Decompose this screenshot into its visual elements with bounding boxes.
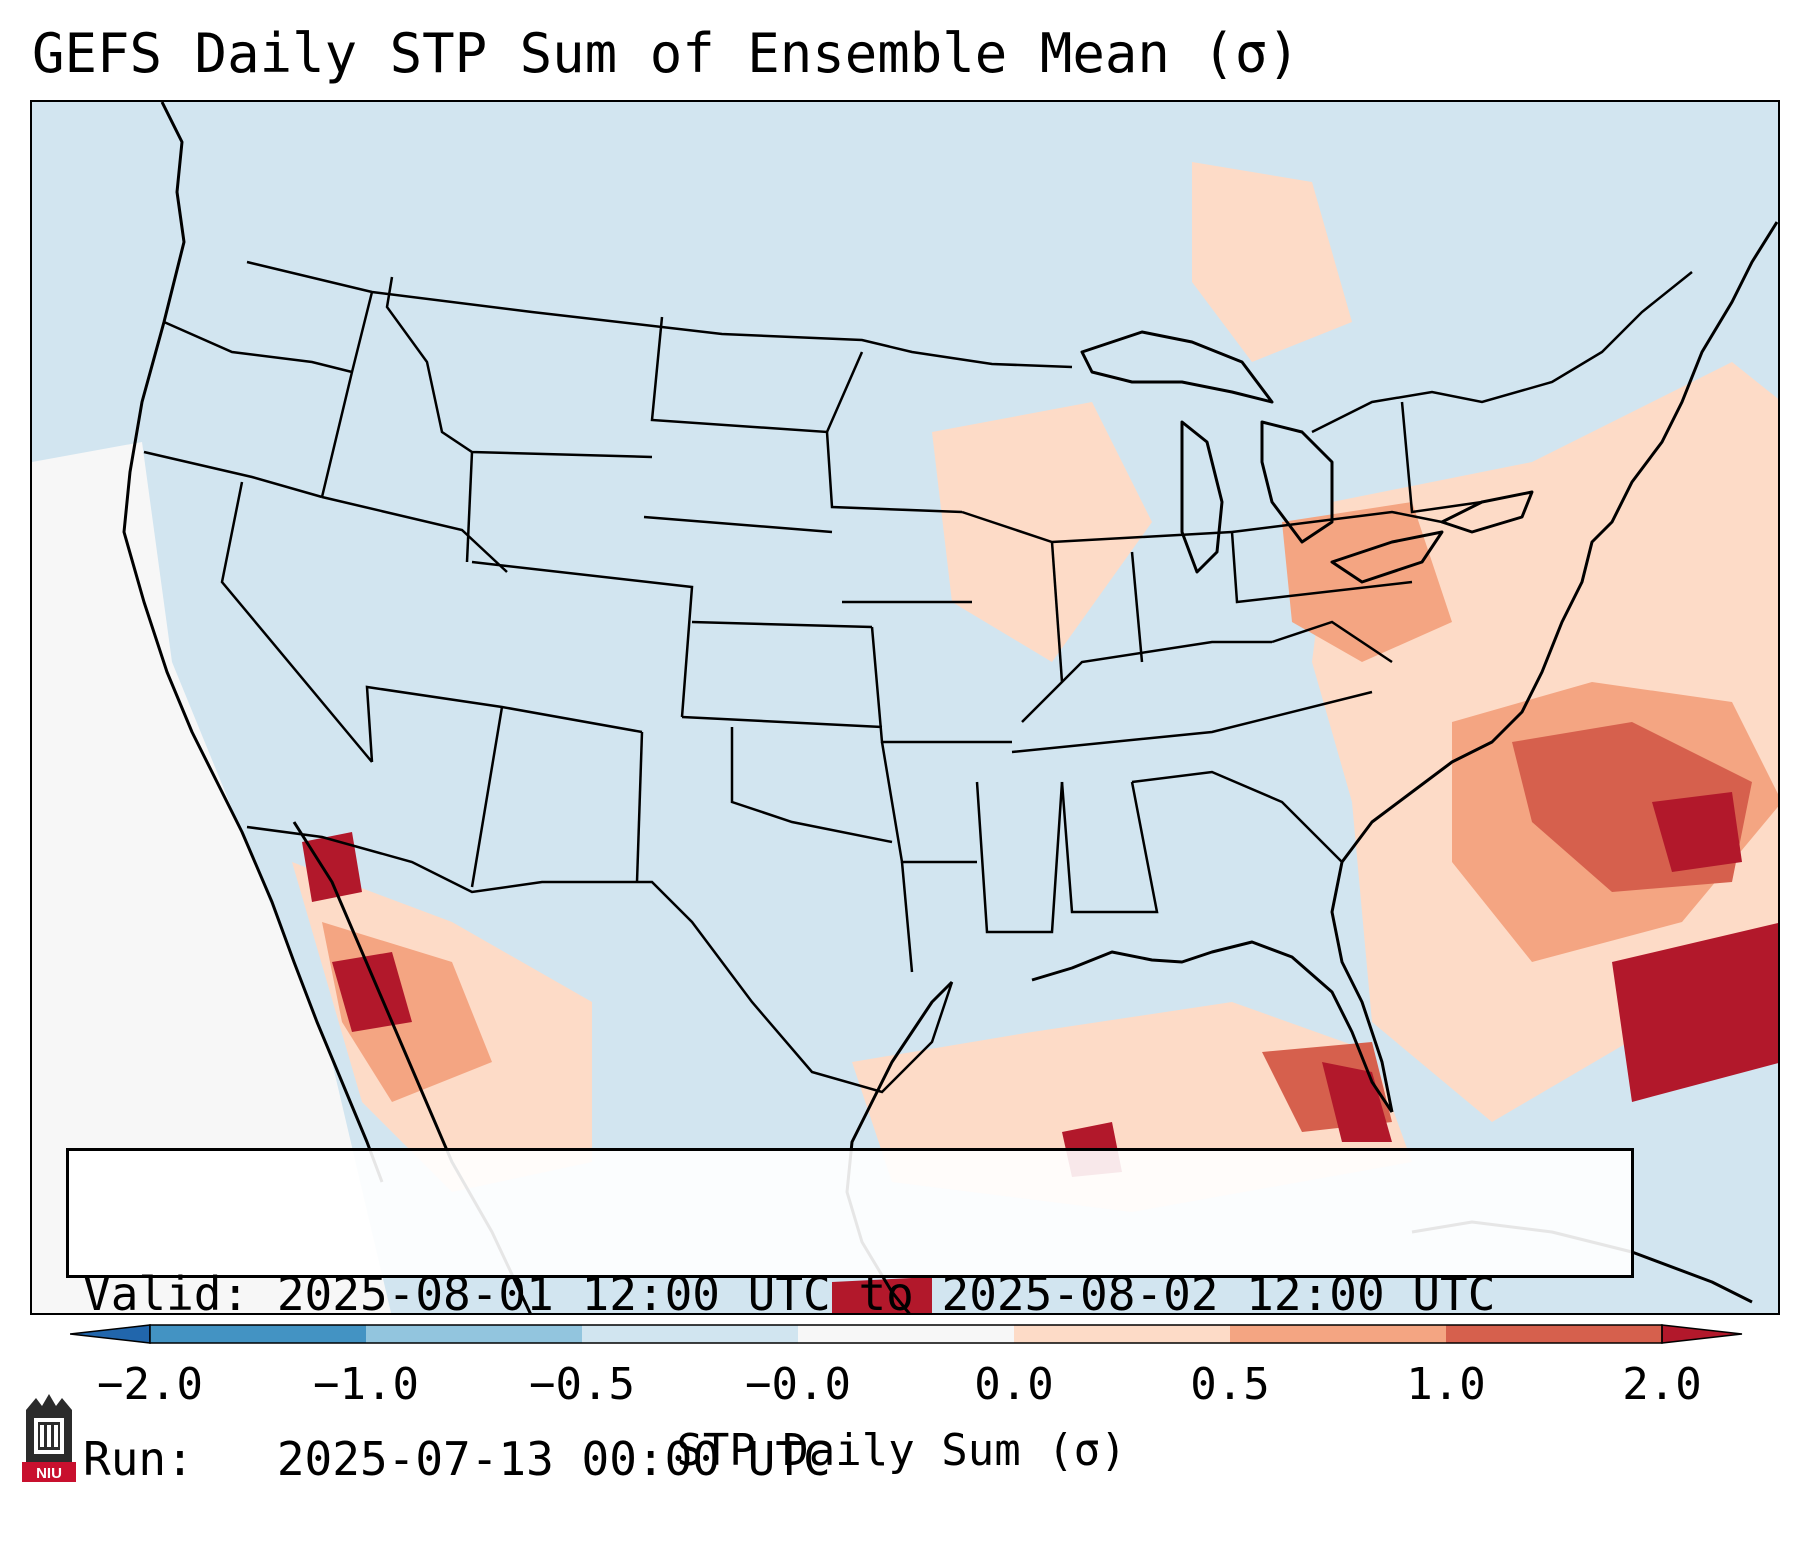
stp-anomaly-region [932, 402, 1152, 662]
lake-michigan [1180, 420, 1224, 574]
niu-logo-icon: NIU [22, 1394, 76, 1482]
colorbar-tick-label: 0.0 [974, 1359, 1054, 1410]
stp-anomaly-region [832, 1277, 932, 1313]
state-line-ut-az [365, 685, 643, 763]
state-line-minnesota [825, 431, 963, 514]
colorbar-tick-label: −0.5 [529, 1359, 635, 1410]
pacific-coastline [122, 102, 384, 1183]
lake-huron [1260, 420, 1334, 544]
colorbar-bin [366, 1325, 582, 1343]
valid-time-text: Valid: 2025-08-01 12:00 UTC to 2025-08-0… [83, 1267, 1496, 1321]
colorbar-outline [149, 1324, 1663, 1344]
stp-anomaly-region [1652, 792, 1742, 872]
state-line-dakotas [650, 316, 864, 434]
lake-superior [1080, 330, 1274, 404]
colorbar-extend-low [70, 1324, 151, 1344]
state-line-new-england [1400, 401, 1483, 514]
state-line-ga-sc [1131, 770, 1343, 863]
stp-anomaly-field [32, 162, 1778, 1313]
colorbar-tick-label: 0.5 [1190, 1359, 1270, 1410]
canada-us-border [246, 260, 1073, 369]
colorbar-bin [1230, 1325, 1446, 1343]
colorbar [70, 1324, 1743, 1344]
lake-ontario [1440, 490, 1534, 534]
stp-anomaly-region [32, 442, 392, 1313]
colorbar-tick-label: −1.0 [313, 1359, 419, 1410]
state-line-nv-ut [321, 495, 508, 573]
state-line-in-oh [1130, 551, 1144, 663]
state-line-ok-tx [730, 727, 893, 844]
chart-title: GEFS Daily STP Sum of Ensemble Mean (σ) [32, 22, 1300, 85]
run-time-text: Run: 2025-07-13 00:00 UTC [83, 1432, 831, 1486]
state-line-ca-nv [220, 481, 373, 763]
colorbar-tick-label: 2.0 [1622, 1359, 1702, 1410]
canada-us-border-east [1311, 271, 1693, 434]
state-line-co [471, 560, 694, 718]
state-line-idaho [320, 291, 374, 498]
colorbar-tick-label: 1.0 [1406, 1359, 1486, 1410]
state-line-arkansas [880, 741, 977, 864]
stp-anomaly-region [302, 832, 362, 902]
colorbar-tick-label: −0.0 [745, 1359, 851, 1410]
state-line-ny-pa [1231, 510, 1443, 534]
state-line-oh-pa [1230, 531, 1413, 604]
colorbar-bin [1014, 1325, 1230, 1343]
state-line-ky [1021, 640, 1272, 723]
map-canvas [32, 102, 1778, 1313]
stp-anomaly-region [1612, 922, 1778, 1102]
state-line-tn [1011, 690, 1373, 754]
colorbar-extend-high [1661, 1324, 1743, 1344]
state-line-wy-co [465, 451, 474, 563]
coastline [122, 102, 1778, 1313]
gulf-coastline-north [1031, 940, 1394, 1113]
state-line-or-ca [143, 450, 323, 499]
atlantic-coastline [1330, 221, 1778, 1113]
state-line-sd-ne [643, 515, 833, 534]
stp-anomaly-region [1192, 162, 1352, 362]
colorbar-label: STP Daily Sum (σ) [676, 1425, 1127, 1476]
map-panel [30, 100, 1780, 1315]
state-line-ms-al [975, 781, 1064, 934]
state-line-la [900, 861, 914, 973]
colorbar-tick-label: −2.0 [97, 1359, 203, 1410]
stp-anomaly-region [1282, 502, 1452, 662]
logo-text: NIU [36, 1465, 62, 1482]
colorbar-bin [150, 1325, 366, 1343]
state-line-il-in [1050, 541, 1064, 683]
lake-erie [1330, 530, 1444, 584]
us-mexico-border [246, 825, 954, 1094]
state-line-nm-tx [635, 731, 644, 883]
state-borders [143, 260, 1693, 1094]
state-line-wa-or [163, 320, 353, 374]
stp-anomaly-region [1322, 1062, 1392, 1142]
state-line-al-ga [1060, 781, 1159, 914]
colorbar-bin [582, 1325, 798, 1343]
state-line-missouri [870, 626, 1012, 744]
state-line-va [1271, 620, 1393, 664]
colorbar-bin [798, 1325, 1014, 1343]
valid-run-info-box: Valid: 2025-08-01 12:00 UTC to 2025-08-0… [66, 1148, 1634, 1486]
state-line-wi-mi [961, 510, 1233, 544]
state-line-ks-ok [681, 715, 883, 729]
state-line-az-nm [470, 706, 504, 888]
colorbar-bin [1446, 1325, 1662, 1343]
state-line-ne-ks [691, 620, 873, 629]
state-line-mt-wy [385, 276, 653, 459]
stp-anomaly-region [332, 952, 412, 1032]
